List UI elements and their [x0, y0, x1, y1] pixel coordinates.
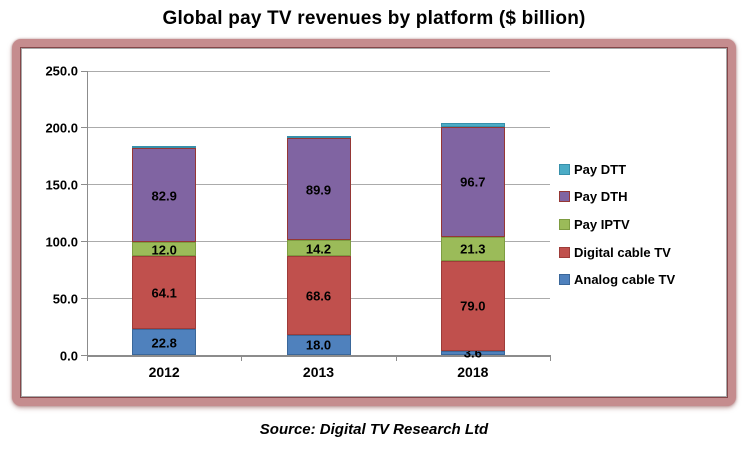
data-label: 79.0 — [460, 298, 486, 314]
data-label: 14.2 — [305, 241, 332, 257]
legend-swatch-digital-cable-tv — [559, 246, 570, 258]
legend-item-pay-dtt: Pay DTT — [559, 161, 627, 177]
legend-swatch-analog-cable-tv — [559, 274, 570, 286]
bar-segment-digital-cable-tv — [286, 256, 351, 335]
x-axis-label-2013: 2013 — [302, 364, 335, 380]
x-axis-line — [87, 354, 550, 357]
legend-item-digital-cable-tv: Digital cable TV — [559, 244, 671, 260]
y-axis-label: 250.0 — [45, 63, 78, 79]
bar-segment-pay-dtt — [440, 123, 505, 127]
legend-item-pay-dth: Pay DTH — [559, 189, 628, 205]
chart-title: Global pay TV revenues by platform ($ bi… — [162, 8, 586, 29]
legend-label: Analog cable TV — [574, 272, 676, 288]
bar-segment-digital-cable-tv — [132, 256, 197, 330]
y-axis-tick — [81, 70, 87, 72]
chart-area: 0.0 50.0 100.0 150.0 200.0 250.0 22.8 64.1 12.0 8… — [20, 47, 728, 398]
bar-segment-pay-dth — [286, 137, 351, 241]
bar-segment-digital-cable-tv — [440, 261, 505, 351]
y-axis-tick — [81, 241, 87, 243]
y-axis-label: 0.0 — [59, 348, 78, 363]
y-axis-line — [87, 70, 88, 361]
x-axis-label-2018: 2018 — [457, 364, 489, 380]
legend-label: Digital cable TV — [574, 244, 671, 260]
y-axis-tick — [81, 184, 87, 186]
legend-label: Pay IPTV — [574, 216, 630, 232]
source-text: Source: Digital TV Research Ltd — [259, 421, 489, 438]
legend-swatch-pay-dth — [559, 191, 570, 203]
legend-label: Pay DTT — [574, 161, 627, 177]
data-label: 12.0 — [151, 242, 177, 258]
y-axis-tick — [81, 355, 87, 356]
data-label: 96.7 — [460, 174, 486, 190]
bar-segment-pay-iptv — [132, 242, 197, 257]
gridline — [87, 70, 550, 72]
legend-label: Pay DTH — [574, 189, 628, 205]
data-label: 64.1 — [151, 285, 177, 301]
y-axis-label: 200.0 — [45, 120, 78, 136]
bar-segment-pay-dth — [440, 126, 505, 237]
bar-segment-pay-iptv — [286, 240, 351, 257]
gridline — [87, 127, 550, 129]
data-label: 68.6 — [305, 288, 332, 304]
y-axis-label: 50.0 — [52, 291, 78, 307]
bar-segment-analog-cable-tv — [286, 334, 351, 355]
x-axis-tick — [241, 355, 243, 361]
y-axis-tick — [81, 127, 87, 129]
x-axis-tick — [550, 355, 551, 361]
legend-item-pay-iptv: Pay IPTV — [559, 216, 630, 232]
bar-segment-pay-dtt — [132, 146, 197, 149]
legend-item-analog-cable-tv: Analog cable TV — [559, 272, 676, 288]
x-axis-tick — [395, 355, 397, 361]
y-axis-label: 150.0 — [45, 177, 78, 193]
data-label: 82.9 — [151, 188, 177, 204]
data-label: 21.3 — [460, 241, 486, 257]
bar-segment-pay-dtt — [286, 135, 351, 138]
legend-swatch-pay-dtt — [559, 163, 570, 175]
data-label: 18.0 — [305, 337, 332, 353]
x-axis-label-2012: 2012 — [148, 364, 180, 380]
data-label: 89.9 — [305, 182, 332, 198]
bar-segment-pay-iptv — [440, 236, 505, 261]
chart-frame: 0.0 50.0 100.0 150.0 200.0 250.0 22.8 64.1 12.0 8… — [12, 39, 736, 406]
y-axis-tick — [81, 298, 87, 300]
y-axis-label: 100.0 — [45, 234, 78, 250]
legend-swatch-pay-iptv — [559, 218, 570, 230]
bar-segment-pay-dth — [132, 148, 197, 243]
data-label: 22.8 — [151, 335, 177, 351]
bar-segment-analog-cable-tv — [440, 350, 505, 355]
bar-segment-analog-cable-tv — [132, 329, 197, 355]
